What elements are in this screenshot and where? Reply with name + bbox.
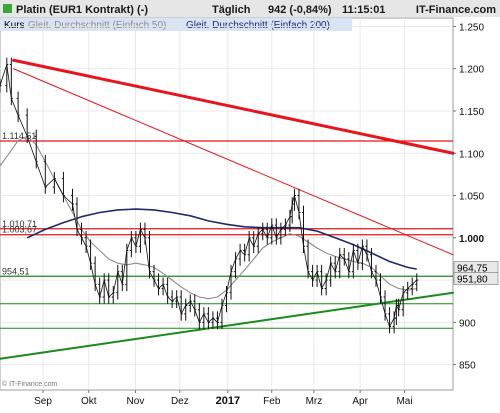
copyright: © IT-Finance.com [2,380,58,388]
x-tick-label: Okt [81,396,97,407]
chart-quote: 942 (-0,84%) [268,4,332,16]
level-lines [0,58,455,360]
brand-label: IT-Finance.com [416,4,496,16]
chart-time: 11:15:01 [342,4,385,16]
level-label-text: 1.003,67 [2,225,37,235]
x-tick-label: Nov [127,396,145,407]
series [0,57,419,334]
legend-bar [0,18,352,31]
x-tick-label: Sep [34,396,52,407]
legend-ma200: Gleit. Durchschnitt (Einfach 200) [186,20,330,31]
chart-interval: Täglich [212,4,251,16]
x-tick-label: 2017 [216,395,240,407]
y-tick-label: 900 [459,318,476,329]
x-axis: Sep Okt Nov Dez 2017 Feb Mrz Apr Mai [34,390,413,407]
price-tag-label: 951,80 [457,275,488,286]
y-tick-label: 1.250 [459,22,484,33]
ma50-line [0,135,417,300]
trend-line [0,291,454,360]
price-tag-box [453,272,499,285]
level-label-text: 1.010,71 [2,219,37,229]
y-tick-label: 1.150 [459,107,484,118]
price-line [0,64,418,327]
level-label-text: 954,51 [2,266,30,276]
level-labels: 1.114,51 1.010,711.003,67 954,51 [2,131,37,276]
y-tick-label: 1.100 [459,149,484,160]
header-bar [0,0,500,17]
x-tick-label: Mrz [306,396,323,407]
chart-icon [3,4,12,13]
x-tick-label: Feb [263,396,281,407]
legend-price: Kurs [4,20,25,31]
legend-ma50: Gleit. Durchschnitt (Einfach 50) [28,20,166,31]
price-tag-label: 964,75 [457,264,488,275]
x-tick-label: Apr [352,396,368,407]
y-tick-label: 1.200 [459,65,484,76]
y-tick-label: 1.000 [459,234,484,245]
x-tick-label: Mai [396,396,412,407]
trend-line [12,58,455,155]
chart-title: Platin (EUR1 Kontrakt) (-) [16,4,148,16]
y-tick-label: 850 [459,361,476,372]
y-tick-label: 1.050 [459,192,484,203]
x-tick-label: Dez [171,396,189,407]
level-label-text: 1.114,51 [2,131,36,141]
trend-line [13,68,454,256]
ma200-line [26,208,417,270]
